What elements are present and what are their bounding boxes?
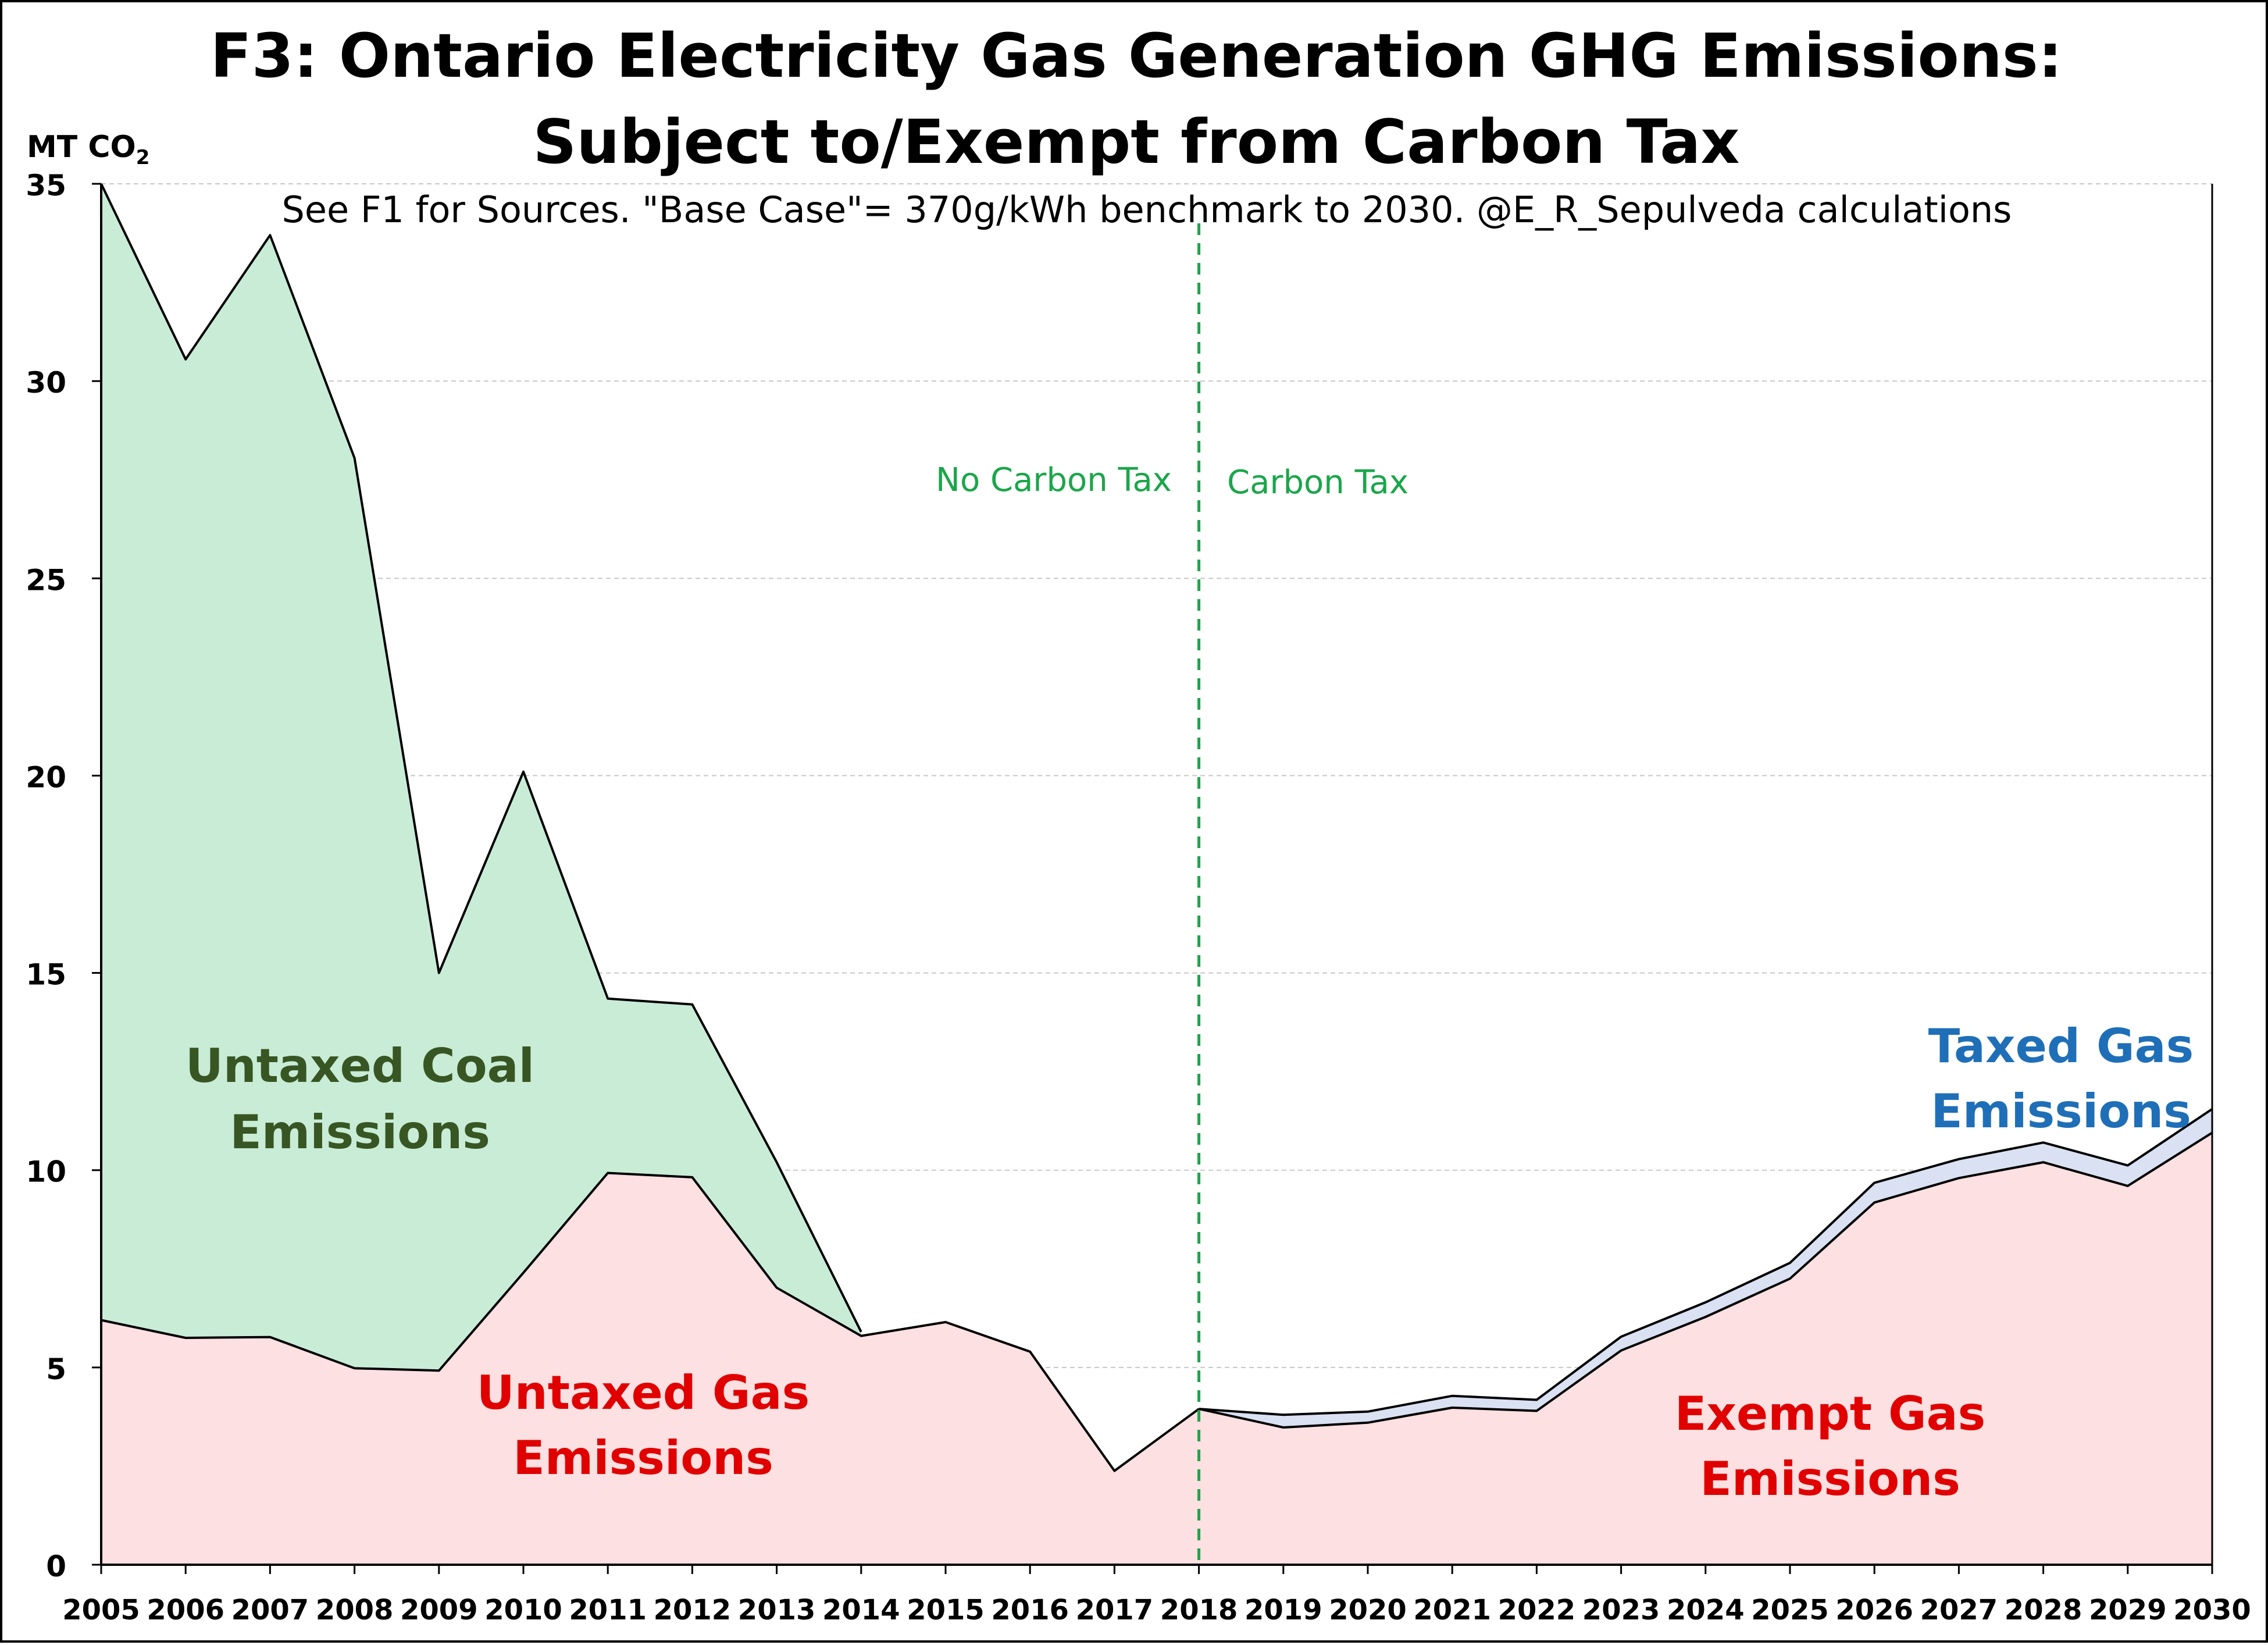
x-tick-label: 2008 (316, 1594, 394, 1626)
chart-title-line1: F3: Ontario Electricity Gas Generation G… (211, 20, 2063, 91)
y-tick-label: 5 (46, 1352, 66, 1386)
y-tick-label: 35 (26, 169, 66, 202)
y-tick-label: 15 (26, 958, 66, 992)
exempt-gas-line (1199, 1131, 2213, 1429)
x-tick-label: 2030 (2173, 1594, 2251, 1626)
x-tick-label: 2016 (991, 1594, 1069, 1626)
chart-title-line2: Subject to/Exempt from Carbon Tax (533, 106, 1740, 177)
x-tick-label: 2011 (569, 1594, 647, 1626)
untaxed-coal-area (101, 184, 861, 1371)
x-tick-label: 2027 (1920, 1594, 1998, 1626)
taxed-gas-label-line2: Emissions (1931, 1084, 2191, 1138)
y-tick-label: 10 (26, 1155, 66, 1189)
coal-emissions-label-line1: Untaxed Coal (186, 1039, 534, 1093)
x-tick-label: 2013 (738, 1594, 816, 1626)
x-tick-label: 2007 (231, 1594, 309, 1626)
y-tick-label: 0 (46, 1550, 66, 1583)
x-tick-label: 2022 (1498, 1594, 1576, 1626)
x-tick-label: 2029 (2089, 1594, 2167, 1626)
x-tick-label: 2014 (822, 1594, 900, 1626)
chart-subtitle: See F1 for Sources. "Base Case"= 370g/kW… (281, 188, 2012, 231)
x-tick-label: 2025 (1751, 1594, 1829, 1626)
y-axis-unit-subscript: 2 (136, 146, 150, 169)
taxed-gas-label-line1: Taxed Gas (1928, 1019, 2194, 1073)
untaxed-gas-area (101, 1173, 1199, 1565)
x-tick-label: 2023 (1582, 1594, 1660, 1626)
untaxed-gas-line (101, 1172, 1200, 1472)
x-tick-label: 2018 (1160, 1594, 1238, 1626)
no-carbon-tax-label: No Carbon Tax (936, 461, 1172, 499)
x-tick-label: 2015 (907, 1594, 985, 1626)
x-tick-label: 2006 (147, 1594, 224, 1626)
taxed-total-line (1199, 1108, 2213, 1416)
coal-total-line (100, 183, 862, 1333)
x-tick-label: 2019 (1244, 1594, 1322, 1626)
coal-emissions-label-line2: Emissions (230, 1105, 490, 1159)
y-tick-label: 20 (26, 760, 66, 794)
x-tick-label: 2012 (654, 1594, 732, 1626)
x-tick-label: 2020 (1329, 1594, 1407, 1626)
y-tick-label: 30 (26, 366, 66, 400)
exempt-gas-area (1199, 1133, 2212, 1565)
x-tick-label: 2010 (484, 1594, 562, 1626)
exempt-gas-label-line2: Emissions (1700, 1452, 1960, 1506)
x-tick-label: 2017 (1076, 1594, 1154, 1626)
series-lines (100, 183, 2213, 1565)
exempt-gas-label-line1: Exempt Gas (1675, 1387, 1986, 1441)
carbon-tax-label: Carbon Tax (1227, 464, 1408, 501)
x-tick-label: 2028 (2005, 1594, 2082, 1626)
area-series (101, 184, 2212, 1565)
untaxed-gas-label-line2: Emissions (513, 1431, 773, 1485)
x-tick-label: 2026 (1835, 1594, 1913, 1626)
y-axis-unit-label: MT CO2 (27, 130, 149, 169)
y-axis-unit-text: MT CO (27, 130, 136, 165)
x-tick-label: 2009 (400, 1594, 478, 1626)
x-tick-label: 2024 (1667, 1594, 1745, 1626)
untaxed-gas-label-line1: Untaxed Gas (477, 1366, 810, 1420)
x-tick-label: 2021 (1413, 1594, 1491, 1626)
x-tick-label: 2005 (62, 1594, 140, 1626)
y-tick-label: 25 (26, 563, 66, 597)
